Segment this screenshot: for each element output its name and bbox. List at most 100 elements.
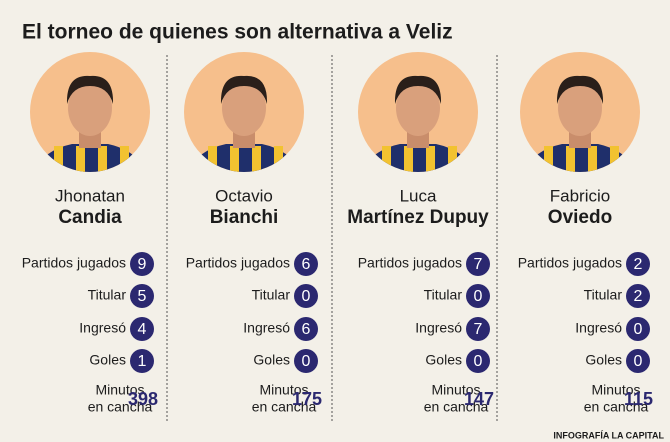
minutes-value: 115 <box>624 389 653 409</box>
face <box>558 80 602 136</box>
player-column: Luca Martínez Dupuy Partidos jugados 7 Titul… <box>347 52 494 415</box>
stat-badge <box>626 349 650 373</box>
stat-badge <box>130 284 154 308</box>
hair <box>66 75 114 104</box>
stat-label: Goles <box>253 352 290 368</box>
stat-value: 0 <box>302 288 311 305</box>
stat-badge <box>294 317 318 341</box>
stat-label: Titular <box>88 287 127 303</box>
stat-value: 7 <box>474 321 483 338</box>
minutes-label: en cancha <box>252 399 317 415</box>
stat-value: 9 <box>138 256 147 273</box>
jersey-stripe <box>544 146 553 172</box>
minutes-label: en cancha <box>424 399 489 415</box>
stat-value: 7 <box>474 256 483 273</box>
stat-label: Titular <box>424 287 463 303</box>
face <box>222 80 266 136</box>
stat-label: Partidos jugados <box>358 255 462 271</box>
hair <box>556 75 604 104</box>
stat-badge <box>294 284 318 308</box>
jersey-stripe <box>252 146 261 172</box>
stat-badge <box>130 252 154 276</box>
stat-value: 0 <box>302 353 311 370</box>
jersey-stripe <box>448 146 457 172</box>
jersey-stripe <box>98 146 107 172</box>
stat-badge <box>294 349 318 373</box>
last-name: Candia <box>58 207 122 228</box>
jersey-stripe <box>54 146 63 172</box>
dividers <box>166 55 498 422</box>
stat-value: 5 <box>138 288 147 305</box>
jersey-stripe <box>208 146 217 172</box>
stat-label: Titular <box>584 287 623 303</box>
minutes-value: 147 <box>464 389 494 409</box>
stat-value: 4 <box>138 321 147 338</box>
minutes-label: Minutos <box>259 382 308 398</box>
stat-value: 2 <box>634 256 643 273</box>
stat-value: 1 <box>138 353 147 370</box>
minutes-value: 398 <box>128 389 158 409</box>
avatar <box>520 75 640 172</box>
stat-badge <box>466 317 490 341</box>
first-name: Luca <box>400 186 437 205</box>
stat-badge <box>466 284 490 308</box>
last-name: Martínez Dupuy <box>347 207 489 228</box>
jersey-stripe <box>426 146 435 172</box>
stat-badge <box>466 252 490 276</box>
stat-value: 6 <box>302 321 311 338</box>
stat-value: 0 <box>634 321 643 338</box>
stat-label: Partidos jugados <box>22 255 126 271</box>
last-name: Bianchi <box>210 207 279 228</box>
hair <box>220 75 268 104</box>
face <box>68 80 112 136</box>
avatar <box>358 75 478 172</box>
jersey-stripe <box>230 146 239 172</box>
avatar <box>30 75 150 172</box>
jersey-stripe <box>120 146 129 172</box>
stat-label: Partidos jugados <box>186 255 290 271</box>
stat-label: Ingresó <box>79 320 126 336</box>
player-column: Jhonatan Candia Partidos jugados 9 Titular 5I… <box>22 52 158 415</box>
minutes-label: en cancha <box>584 399 649 415</box>
jersey-stripe <box>610 146 619 172</box>
minutes-value: 175 <box>292 389 322 409</box>
jersey-stripe <box>588 146 597 172</box>
minutes-label: Minutos <box>591 382 640 398</box>
stat-value: 2 <box>634 288 643 305</box>
stat-badge <box>294 252 318 276</box>
stat-badge <box>466 349 490 373</box>
face <box>396 80 440 136</box>
stat-label: Ingresó <box>243 320 290 336</box>
first-name: Jhonatan <box>55 186 125 205</box>
last-name: Oviedo <box>548 207 612 228</box>
credit: INFOGRAFÍA LA CAPITAL <box>553 430 664 440</box>
stat-label: Ingresó <box>415 320 462 336</box>
stat-value: 0 <box>474 353 483 370</box>
hair <box>394 75 442 104</box>
first-name: Fabricio <box>550 186 610 205</box>
minutes-label: Minutos <box>431 382 480 398</box>
jersey-stripe <box>76 146 85 172</box>
stat-badge <box>130 349 154 373</box>
first-name: Octavio <box>215 186 273 205</box>
jersey-stripe <box>566 146 575 172</box>
jersey-stripe <box>382 146 391 172</box>
stat-label: Goles <box>425 352 462 368</box>
stat-label: Goles <box>89 352 126 368</box>
stat-badge <box>626 317 650 341</box>
jersey-stripe <box>404 146 413 172</box>
stat-label: Ingresó <box>575 320 622 336</box>
stat-label: Goles <box>585 352 622 368</box>
stat-value: 6 <box>302 256 311 273</box>
stat-label: Titular <box>252 287 291 303</box>
title: El torneo de quienes son alternativa a V… <box>22 21 453 44</box>
stat-value: 0 <box>634 353 643 370</box>
minutes-label: Minutos <box>95 382 144 398</box>
stat-badge <box>626 252 650 276</box>
avatar <box>184 75 304 172</box>
minutes-label: en cancha <box>88 399 153 415</box>
